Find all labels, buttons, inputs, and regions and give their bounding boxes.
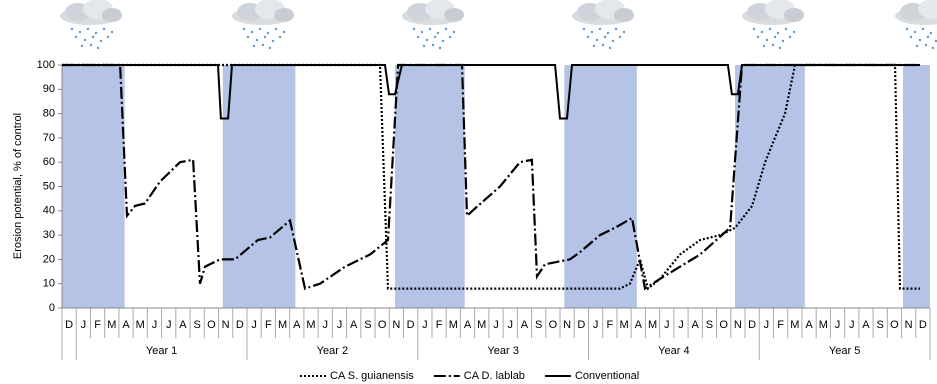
x-tick-label: M — [819, 319, 828, 331]
x-tick-label: M — [648, 319, 657, 331]
x-tick-label: M — [278, 319, 287, 331]
x-tick-label: N — [222, 319, 230, 331]
y-tick-label: 90 — [43, 83, 55, 95]
year-label: Year 5 — [829, 345, 860, 357]
x-tick-label: S — [535, 319, 542, 331]
x-tick-label: J — [166, 319, 172, 331]
y-tick-label: 40 — [43, 205, 55, 217]
y-tick-label: 80 — [43, 108, 55, 120]
y-tick-label: 30 — [43, 229, 55, 241]
x-tick-label: M — [136, 319, 145, 331]
x-tick-label: J — [251, 319, 257, 331]
x-tick-label: S — [364, 319, 371, 331]
x-tick-label: A — [805, 319, 813, 331]
x-tick-label: J — [835, 319, 841, 331]
x-tick-label: A — [350, 319, 358, 331]
x-tick-label: N — [563, 319, 571, 331]
shaded-period — [902, 65, 930, 308]
x-tick-label: D — [236, 319, 244, 331]
x-tick-label: D — [748, 319, 756, 331]
year-label: Year 1 — [146, 345, 177, 357]
x-tick-label: J — [849, 319, 855, 331]
x-tick-label: M — [107, 319, 116, 331]
x-tick-label: J — [507, 319, 513, 331]
legend-label: Conventional — [575, 370, 639, 382]
legend-label: CA D. lablab — [464, 370, 525, 382]
y-tick-label: 100 — [37, 59, 55, 71]
y-tick-label: 50 — [43, 180, 55, 192]
x-tick-label: A — [464, 319, 472, 331]
x-tick-label: J — [764, 319, 770, 331]
x-tick-label: M — [477, 319, 486, 331]
shaded-period — [62, 65, 125, 308]
x-tick-label: A — [521, 319, 529, 331]
series-line — [62, 63, 920, 291]
legend: CA S. guianensis CA D. lablab Conventional — [300, 370, 639, 382]
shaded-period — [222, 65, 296, 308]
x-tick-label: F — [777, 319, 784, 331]
x-tick-label: J — [422, 319, 428, 331]
x-tick-label: A — [179, 319, 187, 331]
x-tick-label: N — [734, 319, 742, 331]
y-tick-label: 0 — [49, 302, 55, 314]
x-tick-label: O — [549, 319, 558, 331]
x-tick-label: M — [790, 319, 799, 331]
shaded-period — [735, 65, 805, 308]
x-tick-label: J — [152, 319, 158, 331]
year-label: Year 4 — [658, 345, 689, 357]
x-tick-label: F — [436, 319, 443, 331]
series-line — [62, 64, 920, 120]
x-tick-label: M — [449, 319, 458, 331]
y-tick-label: 60 — [43, 156, 55, 168]
legend-label: CA S. guianensis — [330, 370, 414, 382]
x-tick-label: F — [606, 319, 613, 331]
x-tick-label: O — [378, 319, 387, 331]
x-tick-label: A — [293, 319, 301, 331]
year-label: Year 3 — [487, 345, 518, 357]
rain-icons — [60, 0, 937, 50]
y-axis-label: Erosion potential, % of control — [12, 113, 24, 259]
x-tick-label: O — [207, 319, 216, 331]
shaded-period — [564, 65, 637, 308]
x-tick-label: J — [593, 319, 599, 331]
x-tick-label: A — [635, 319, 643, 331]
x-tick-label: A — [692, 319, 700, 331]
x-tick-label: D — [577, 319, 585, 331]
series-line — [62, 63, 920, 291]
shaded-period — [394, 65, 465, 308]
x-tick-label: M — [306, 319, 315, 331]
x-tick-label: D — [65, 319, 73, 331]
x-tick-label: A — [862, 319, 870, 331]
x-tick-label: F — [265, 319, 272, 331]
x-tick-label: N — [392, 319, 400, 331]
x-tick-label: D — [407, 319, 415, 331]
year-label: Year 2 — [317, 345, 348, 357]
x-tick-label: S — [194, 319, 201, 331]
x-tick-label: J — [81, 319, 87, 331]
x-tick-label: J — [664, 319, 670, 331]
x-tick-label: O — [890, 319, 899, 331]
x-tick-label: O — [719, 319, 728, 331]
x-tick-label: S — [706, 319, 713, 331]
x-tick-label: S — [877, 319, 884, 331]
x-tick-label: A — [122, 319, 130, 331]
y-tick-label: 70 — [43, 132, 55, 144]
x-tick-label: D — [919, 319, 927, 331]
y-tick-label: 20 — [43, 253, 55, 265]
x-tick-label: J — [337, 319, 343, 331]
x-tick-label: F — [94, 319, 101, 331]
x-tick-label: J — [493, 319, 499, 331]
x-tick-label: M — [619, 319, 628, 331]
x-tick-label: J — [322, 319, 328, 331]
x-tick-label: N — [905, 319, 913, 331]
x-tick-label: J — [678, 319, 684, 331]
y-tick-label: 10 — [43, 278, 55, 290]
